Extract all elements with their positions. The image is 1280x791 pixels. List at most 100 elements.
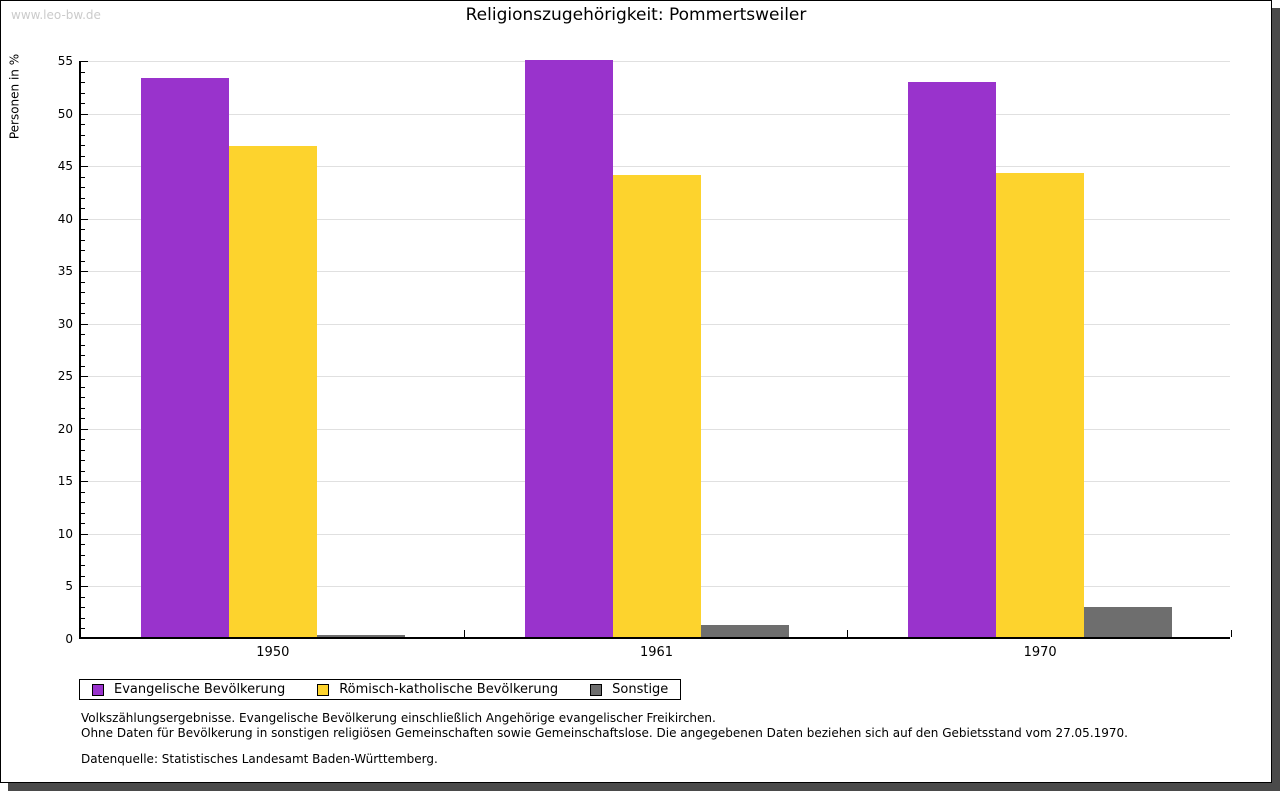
y-minor-tick-31 [81, 313, 85, 315]
y-major-tick-35 [81, 271, 88, 273]
bar-1950-series-1 [228, 146, 317, 637]
plot-area [79, 60, 1232, 639]
y-minor-tick-53 [81, 82, 85, 84]
y-minor-tick-13 [81, 502, 85, 504]
y-minor-tick-8 [81, 554, 85, 556]
bar-1970-series-1 [996, 172, 1085, 637]
legend: Evangelische Bevölkerung Römisch-katholis… [79, 679, 682, 700]
y-minor-tick-14 [81, 491, 85, 493]
x-axis-label-1950: 1950 [256, 645, 290, 660]
y-minor-tick-9 [81, 544, 85, 546]
y-axis-label-5: 5 [65, 579, 73, 594]
gridline-50 [81, 113, 1230, 115]
y-major-tick-10 [81, 533, 88, 535]
y-minor-tick-2 [81, 617, 85, 619]
legend-swatch-2 [590, 683, 603, 696]
footnotes: Volkszählungsergebnisse. Evangelische Be… [81, 711, 1128, 767]
bar-1961-series-2 [700, 625, 789, 637]
y-minor-tick-39 [81, 229, 85, 231]
y-minor-tick-32 [81, 302, 85, 304]
y-minor-tick-52 [81, 92, 85, 94]
y-minor-tick-49 [81, 124, 85, 126]
footnote-line-1: Volkszählungsergebnisse. Evangelische Be… [81, 711, 716, 725]
bar-1970-series-2 [1084, 606, 1173, 637]
legend-label-1: Römisch-katholische Bevölkerung [339, 682, 559, 697]
gridline-45 [81, 166, 1230, 168]
y-major-tick-20 [81, 428, 88, 430]
y-minor-tick-27 [81, 355, 85, 357]
y-major-tick-30 [81, 323, 88, 325]
source-line: Datenquelle: Statistisches Landesamt Bad… [81, 752, 438, 766]
y-minor-tick-47 [81, 145, 85, 147]
footnote-line-2: Ohne Daten für Bevölkerung in sonstigen … [81, 726, 1128, 740]
y-minor-tick-21 [81, 418, 85, 420]
y-minor-tick-41 [81, 208, 85, 210]
y-minor-tick-33 [81, 292, 85, 294]
y-minor-tick-28 [81, 344, 85, 346]
y-minor-tick-22 [81, 407, 85, 409]
x-axis-label-1961: 1961 [639, 645, 674, 660]
y-major-tick-50 [81, 113, 88, 115]
y-minor-tick-26 [81, 365, 85, 367]
x-axis-label-1970: 1970 [1023, 645, 1057, 660]
y-minor-tick-1 [81, 628, 85, 630]
legend-swatch-1 [317, 683, 330, 696]
bar-1970-series-0 [908, 82, 997, 637]
y-minor-tick-16 [81, 470, 85, 472]
y-axis-label-40: 40 [57, 211, 73, 226]
legend-item-0: Evangelische Bevölkerung [92, 682, 285, 697]
y-minor-tick-29 [81, 334, 85, 336]
chart-title: Religionszugehörigkeit: Pommertsweiler [465, 5, 807, 25]
y-minor-tick-51 [81, 103, 85, 105]
y-minor-tick-11 [81, 523, 85, 525]
y-minor-tick-37 [81, 250, 85, 252]
y-axis-label-50: 50 [57, 106, 73, 121]
legend-swatch-0 [92, 683, 104, 696]
y-axis-label-55: 55 [57, 54, 73, 68]
x-tick-2 [847, 630, 848, 637]
y-major-tick-5 [81, 586, 88, 588]
y-minor-tick-7 [81, 565, 85, 567]
y-minor-tick-54 [81, 71, 85, 73]
bar-1950-series-0 [140, 77, 229, 637]
y-minor-tick-6 [81, 575, 85, 577]
y-axis-label-25: 25 [57, 369, 73, 384]
bar-1961-series-1 [612, 174, 701, 637]
y-minor-tick-24 [81, 386, 85, 388]
y-minor-tick-34 [81, 281, 85, 283]
watermark: www.leo-bw.de [11, 8, 101, 22]
y-axis-title: Personen in % [7, 53, 22, 140]
x-tick-3 [1231, 630, 1232, 637]
y-minor-tick-17 [81, 460, 85, 462]
legend-item-2: Sonstige [590, 682, 668, 697]
y-minor-tick-46 [81, 155, 85, 157]
y-major-tick-15 [81, 481, 88, 483]
y-axis-label-30: 30 [57, 316, 73, 331]
legend-label-2: Sonstige [612, 682, 669, 697]
y-minor-tick-19 [81, 439, 85, 441]
gridline-55 [81, 61, 1230, 62]
y-axis-label-15: 15 [57, 474, 73, 489]
y-major-tick-55 [81, 61, 88, 62]
y-minor-tick-42 [81, 197, 85, 199]
y-minor-tick-4 [81, 596, 85, 598]
y-minor-tick-43 [81, 187, 85, 189]
bar-1961-series-0 [524, 60, 613, 637]
bar-1950-series-2 [316, 634, 405, 637]
y-minor-tick-12 [81, 512, 85, 514]
y-major-tick-40 [81, 218, 88, 220]
y-minor-tick-23 [81, 397, 85, 399]
y-minor-tick-48 [81, 134, 85, 136]
y-axis-label-0: 0 [65, 632, 73, 646]
y-axis-label-45: 45 [57, 159, 73, 174]
y-axis-label-35: 35 [57, 264, 73, 279]
y-minor-tick-44 [81, 176, 85, 178]
y-axis-label-10: 10 [57, 526, 73, 541]
y-axis-label-20: 20 [57, 421, 73, 436]
y-minor-tick-18 [81, 449, 85, 451]
legend-label-0: Evangelische Bevölkerung [114, 682, 286, 697]
legend-item-1: Römisch-katholische Bevölkerung [317, 682, 558, 697]
y-major-tick-25 [81, 376, 88, 378]
y-minor-tick-36 [81, 260, 85, 262]
